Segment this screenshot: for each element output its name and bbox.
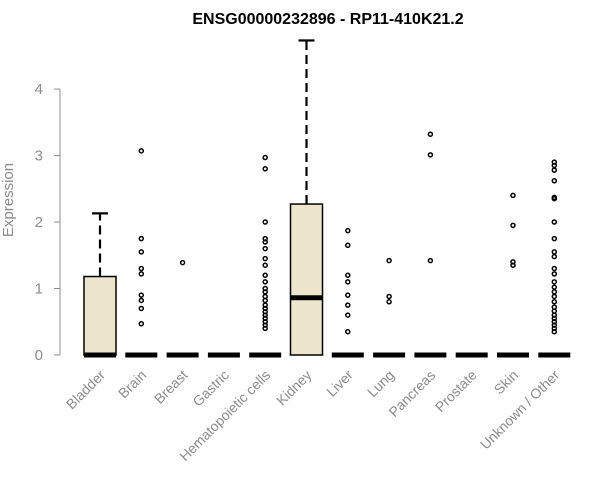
outlier-point: [345, 242, 351, 249]
outlier-point: [138, 249, 145, 255]
outlier-point: [551, 271, 558, 277]
outlier-point: [386, 257, 392, 264]
x-tick-label: Kidney: [273, 367, 315, 409]
outlier-point: [262, 219, 268, 225]
outlier-point: [427, 257, 434, 264]
outlier-point: [138, 271, 145, 277]
outlier-point: [262, 255, 268, 262]
outlier-point: [345, 292, 351, 298]
outlier-point: [551, 299, 558, 305]
outlier-point: [262, 289, 268, 295]
outlier-point: [262, 297, 268, 304]
outlier-point: [262, 239, 268, 245]
outlier-point: [138, 148, 145, 154]
outlier-point: [427, 152, 434, 158]
y-axis: 0 1 2 3 4: [35, 81, 61, 364]
x-tick-label: Bladder: [63, 367, 109, 413]
x-tick-label: Prostate: [432, 367, 480, 415]
outlier-point: [551, 284, 558, 290]
outlier-point: [386, 299, 392, 305]
outlier-point: [551, 293, 558, 300]
outlier-point: [551, 249, 558, 255]
outlier-point: [551, 178, 558, 184]
outlier-point: [551, 289, 558, 295]
outlier-point: [345, 302, 351, 308]
outlier-point: [345, 312, 351, 318]
outlier-point: [345, 272, 351, 278]
outlier-point: [551, 167, 558, 173]
outlier-point: [551, 195, 558, 202]
x-tick-label: Liver: [323, 367, 356, 400]
outlier-point: [551, 279, 558, 285]
outlier-point: [138, 320, 145, 327]
outlier-point: [386, 293, 392, 300]
outlier-point: [427, 131, 434, 137]
y-tick-label: 3: [35, 148, 43, 165]
outlier-point: [262, 154, 268, 161]
outlier-point: [551, 265, 558, 272]
outlier-point: [345, 279, 351, 285]
outlier-point: [138, 235, 145, 242]
outlier-point: [551, 219, 558, 225]
x-tick-label: Breast: [151, 367, 191, 407]
outlier-point: [262, 166, 268, 172]
y-axis-label: Expression: [0, 163, 17, 237]
x-tick-label: Brain: [115, 367, 149, 401]
outlier-point: [510, 222, 516, 229]
outlier-point: [138, 292, 145, 298]
outlier-point: [138, 265, 145, 272]
y-tick-label: 2: [35, 214, 43, 231]
outlier-point: [510, 262, 516, 268]
y-tick-label: 1: [35, 281, 43, 298]
outlier-point: [138, 297, 145, 304]
outlier-point: [262, 279, 268, 285]
outlier-point: [262, 245, 268, 252]
outlier-point: [138, 305, 145, 312]
outlier-point: [551, 235, 558, 242]
box-kidney: [289, 203, 324, 356]
outlier-point: [262, 262, 268, 268]
outlier-point: [551, 328, 558, 335]
x-tick-label: Skin: [491, 367, 522, 398]
chart-title: ENSG00000232896 - RP11-410K21.2: [192, 11, 463, 28]
y-tick-label: 4: [35, 81, 43, 98]
outlier-point: [345, 227, 351, 234]
box-bladder: [83, 275, 117, 356]
outlier-point: [345, 328, 351, 335]
x-tick-label: Lung: [364, 367, 397, 400]
outlier-point: [262, 325, 268, 332]
outlier-point: [262, 272, 268, 278]
box-series: [83, 39, 571, 358]
outlier-point: [510, 192, 516, 199]
outlier-point: [551, 162, 558, 169]
outlier-point: [551, 253, 558, 260]
y-tick-label: 0: [35, 347, 43, 364]
outlier-point: [179, 259, 186, 266]
